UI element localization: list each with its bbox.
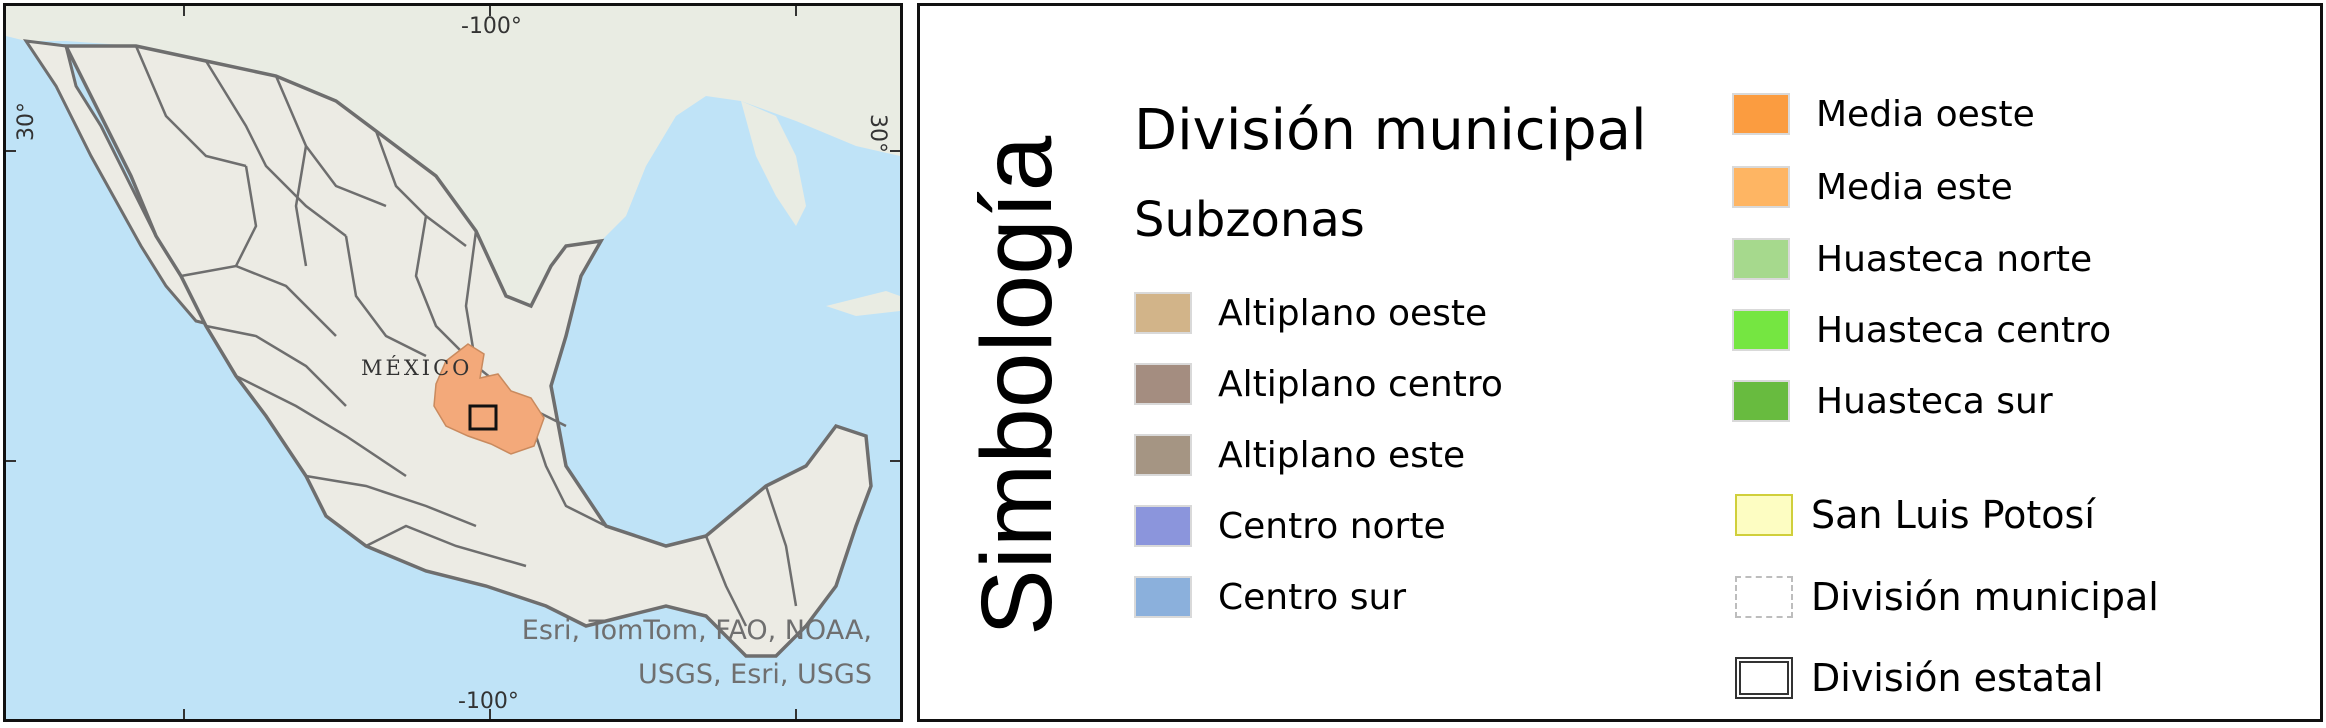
legend-label: Huasteca centro xyxy=(1816,309,2112,351)
graticule-ticks xyxy=(6,6,900,719)
swatch-san-luis-potosi xyxy=(1735,494,1793,536)
legend-label: Altiplano oeste xyxy=(1218,292,1488,334)
legend-item-altiplano-este: Altiplano este xyxy=(1134,430,1465,480)
legend-item-centro-norte: Centro norte xyxy=(1134,501,1446,551)
legend-item-huasteca-norte: Huasteca norte xyxy=(1732,234,2092,284)
swatch-huasteca-sur xyxy=(1732,380,1790,422)
attribution-line-2: USGS, Esri, USGS xyxy=(638,659,872,690)
swatch-centro-norte xyxy=(1134,505,1192,547)
legend-item-san-luis-potosi: San Luis Potosí xyxy=(1735,490,2095,540)
legend-label: Huasteca sur xyxy=(1816,380,2053,422)
latitude-label-right: 30° xyxy=(865,114,890,153)
legend-item-media-oeste: Media oeste xyxy=(1732,89,2035,139)
legend-item-centro-sur: Centro sur xyxy=(1134,572,1406,622)
legend-title: División municipal xyxy=(1134,98,1647,163)
swatch-centro-sur xyxy=(1134,576,1192,618)
legend-item-huasteca-centro: Huasteca centro xyxy=(1732,305,2111,355)
legend-item-division-estatal: División estatal xyxy=(1735,653,2104,703)
longitude-label-top: -100° xyxy=(461,14,522,39)
country-label: MÉXICO xyxy=(361,356,473,380)
latitude-label-left: 30° xyxy=(14,102,39,141)
study-area-frame xyxy=(468,404,498,431)
swatch-division-estatal xyxy=(1735,657,1793,699)
legend-label: División municipal xyxy=(1811,575,2159,619)
swatch-altiplano-oeste xyxy=(1134,292,1192,334)
swatch-altiplano-centro xyxy=(1134,363,1192,405)
legend-label: Altiplano centro xyxy=(1218,363,1503,405)
legend-item-division-municipal: División municipal xyxy=(1735,572,2159,622)
longitude-label-bottom: -100° xyxy=(458,689,519,714)
map-canvas[interactable] xyxy=(6,6,900,719)
map-attribution: Esri, TomTom, FAO, NOAA, USGS, Esri, USG… xyxy=(522,609,872,697)
legend-panel: Simbología División municipal Subzonas A… xyxy=(917,3,2323,722)
legend-label: Media oeste xyxy=(1816,93,2035,135)
legend-item-huasteca-sur: Huasteca sur xyxy=(1732,376,2053,426)
legend-item-altiplano-oeste: Altiplano oeste xyxy=(1134,288,1487,338)
usa-landmass xyxy=(6,6,900,306)
attribution-line-1: Esri, TomTom, FAO, NOAA, xyxy=(521,615,872,646)
swatch-altiplano-este xyxy=(1134,434,1192,476)
legend-label: San Luis Potosí xyxy=(1811,493,2095,537)
florida xyxy=(741,101,806,226)
legend-heading: Simbología xyxy=(961,135,1073,636)
legend-label: Media este xyxy=(1816,166,2013,208)
legend-item-media-este: Media este xyxy=(1732,162,2013,212)
legend-label: Centro sur xyxy=(1218,576,1407,618)
overview-map[interactable]: -100° -100° 30° 30° MÉXICO Esri, TomTom,… xyxy=(3,3,903,722)
legend-label: Altiplano este xyxy=(1218,434,1466,476)
swatch-huasteca-norte xyxy=(1732,238,1790,280)
swatch-media-este xyxy=(1732,166,1790,208)
swatch-division-municipal xyxy=(1735,576,1793,618)
legend-label: Centro norte xyxy=(1218,505,1446,547)
swatch-huasteca-centro xyxy=(1732,309,1790,351)
subzonas-title: Subzonas xyxy=(1134,192,1365,248)
swatch-media-oeste xyxy=(1732,93,1790,135)
legend-label: División estatal xyxy=(1811,656,2104,700)
legend-item-altiplano-centro: Altiplano centro xyxy=(1134,359,1503,409)
san-luis-potosi-highlight xyxy=(433,343,545,455)
legend-label: Huasteca norte xyxy=(1816,238,2093,280)
cuba xyxy=(826,291,900,316)
